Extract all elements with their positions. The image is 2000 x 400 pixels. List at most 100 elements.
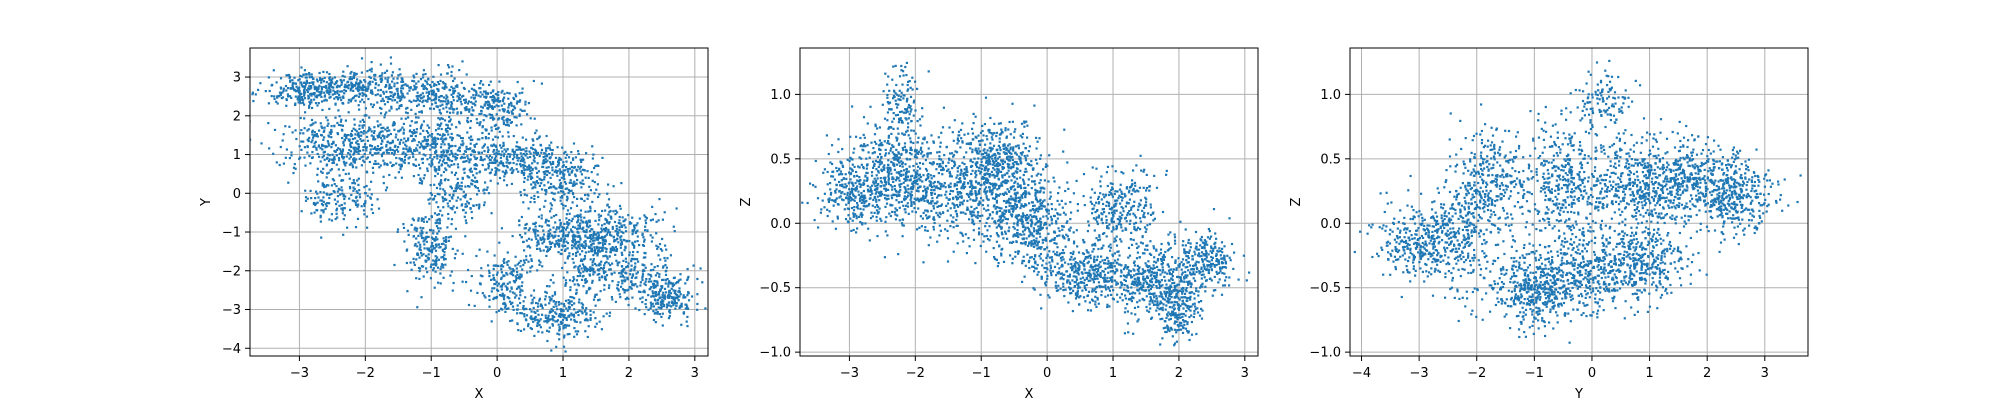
scatter-point (359, 137, 362, 141)
scatter-point (568, 307, 571, 311)
scatter-point (322, 154, 325, 157)
scatter-point (319, 191, 322, 194)
scatter-point (512, 308, 515, 311)
scatter-point (885, 202, 889, 205)
scatter-point (589, 309, 592, 312)
scatter-point (370, 61, 373, 64)
scatter-point (363, 152, 366, 156)
scatter-point (645, 306, 648, 309)
scatter-point (251, 91, 254, 94)
scatter-point (572, 237, 575, 241)
scatter-point (877, 182, 880, 186)
scatter-point (391, 139, 394, 142)
scatter-point (366, 70, 369, 73)
scatter-point (672, 225, 675, 228)
scatter-point (389, 91, 392, 94)
scatter-point (464, 193, 467, 196)
scatter-point (574, 311, 577, 314)
scatter-point (434, 101, 437, 104)
scatter-point (423, 174, 426, 177)
scatter-point (533, 296, 536, 299)
scatter-point (436, 87, 439, 91)
scatter-point (563, 336, 566, 339)
scatter-point (628, 221, 631, 224)
scatter-point (341, 212, 344, 215)
scatter-point (330, 80, 333, 83)
scatter-point (358, 157, 361, 160)
scatter-point (536, 175, 539, 178)
scatter-point (302, 132, 305, 135)
scatter-point (336, 148, 339, 152)
scatter-point (416, 149, 419, 152)
scatter-point (432, 141, 435, 144)
scatter-point (555, 301, 558, 304)
scatter-point (505, 272, 508, 275)
x-tick-label: 0 (493, 366, 501, 381)
scatter-point (421, 83, 424, 86)
scatter-point (371, 105, 374, 109)
scatter-point (419, 132, 422, 135)
scatter-point (910, 148, 913, 152)
scatter-point (529, 169, 532, 173)
scatter-point (275, 100, 278, 103)
scatter-point (475, 164, 479, 167)
scatter-point (849, 199, 852, 202)
scatter-point (535, 244, 538, 247)
scatter-point (505, 155, 509, 158)
scatter-point (538, 299, 541, 302)
scatter-point (333, 155, 336, 158)
scatter-point (633, 284, 636, 287)
scatter-point (342, 102, 345, 105)
scatter-point (532, 181, 535, 184)
scatter-point (313, 93, 316, 96)
scatter-point (644, 222, 648, 225)
scatter-point (561, 244, 564, 247)
scatter-point (483, 104, 486, 107)
scatter-point (819, 211, 822, 214)
scatter-point (428, 247, 431, 250)
scatter-point (431, 158, 434, 161)
scatter-point (612, 210, 615, 213)
scatter-point (582, 226, 585, 229)
scatter-point (628, 251, 631, 254)
scatter-point (384, 128, 387, 131)
scatter-point (441, 264, 445, 267)
scatter-point (664, 282, 667, 285)
scatter-point (478, 122, 481, 125)
scatter-point (351, 182, 354, 185)
scatter-point (812, 184, 815, 187)
scatter-point (472, 174, 475, 177)
scatter-point (278, 163, 281, 167)
scatter-point (510, 104, 513, 107)
scatter-point (502, 259, 505, 262)
scatter-point (601, 249, 604, 252)
scatter-point (834, 200, 837, 204)
scatter-point (575, 182, 578, 185)
scatter-point (354, 99, 357, 102)
scatter-point (625, 266, 628, 269)
scatter-point (440, 137, 443, 140)
scatter-point (581, 228, 584, 231)
scatter-point (699, 267, 702, 270)
scatter-point (856, 207, 860, 210)
scatter-point (531, 147, 534, 151)
scatter-point (902, 204, 905, 207)
scatter-point (429, 84, 432, 87)
scatter-point (312, 134, 315, 137)
scatter-point (558, 179, 561, 182)
scatter-point (519, 301, 522, 305)
scatter-point (527, 165, 531, 168)
scatter-point (460, 204, 463, 207)
scatter-point (365, 149, 368, 152)
scatter-point (393, 151, 396, 154)
scatter-point (522, 300, 525, 303)
scatter-point (587, 219, 591, 222)
scatter-point (486, 103, 489, 106)
scatter-point (547, 147, 550, 150)
scatter-point (371, 154, 374, 157)
scatter-point (329, 95, 332, 99)
scatter-point (624, 298, 627, 301)
scatter-point (541, 162, 544, 165)
scatter-point (321, 182, 324, 185)
scatter-point (560, 308, 563, 311)
